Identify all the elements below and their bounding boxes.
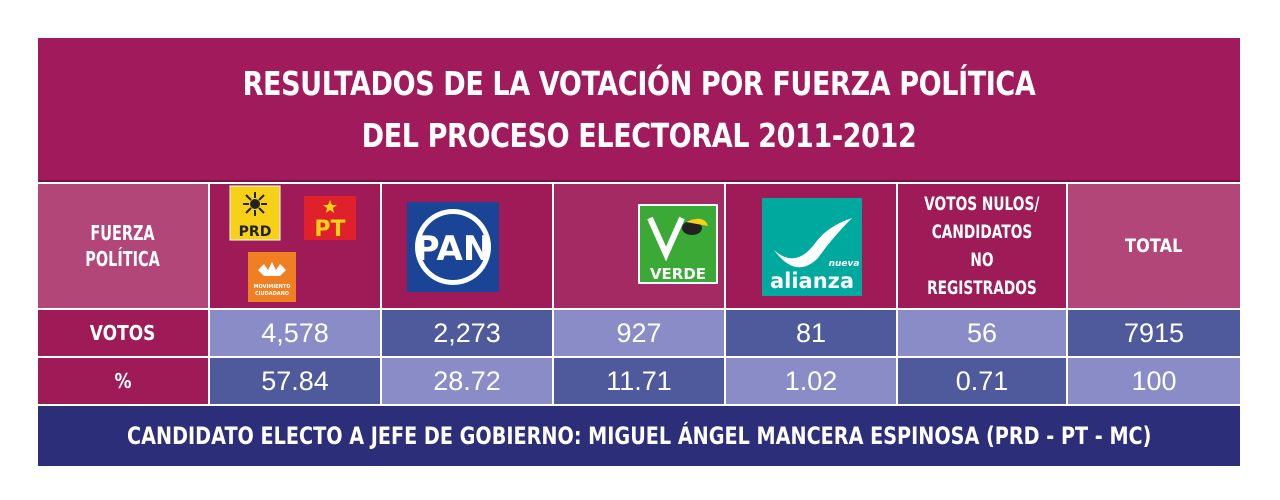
pct-pan: 28.72 xyxy=(382,358,552,404)
header-total: TOTAL xyxy=(1068,184,1240,308)
pan-logo: PAN xyxy=(407,202,499,292)
coalition-logo-group: PRD PT MOVIMIENTO CIUDADANO xyxy=(229,185,356,302)
verde-label: VERDE xyxy=(650,265,706,283)
pct-alianza: 1.02 xyxy=(726,358,896,404)
pct-total: 100 xyxy=(1068,358,1240,404)
votos-verde: 927 xyxy=(554,310,724,356)
votos-coalition: 4,578 xyxy=(210,310,380,356)
prd-logo: PRD xyxy=(229,185,281,241)
title-line-2: DEL PROCESO ELECTORAL 2011-2012 xyxy=(361,116,917,155)
mc-label-2: CIUDADANO xyxy=(255,291,289,297)
table-title: RESULTADOS DE LA VOTACIÓN POR FUERZA POL… xyxy=(38,38,1240,182)
votos-total: 7915 xyxy=(1068,310,1240,356)
movimiento-ciudadano-logo: MOVIMIENTO CIUDADANO xyxy=(248,252,296,302)
pan-label: PAN xyxy=(415,229,492,269)
fuerza-line-1: FUERZA xyxy=(90,221,156,245)
votos-nulos: 56 xyxy=(898,310,1066,356)
percent-label: % xyxy=(38,358,208,404)
pct-nulos: 0.71 xyxy=(898,358,1066,404)
elected-candidate-text: CANDIDATO ELECTO A JEFE DE GOBIERNO: MIG… xyxy=(126,422,1152,450)
votos-alianza: 81 xyxy=(726,310,896,356)
nueva-label: nueva xyxy=(829,259,860,269)
results-panel: RESULTADOS DE LA VOTACIÓN POR FUERZA POL… xyxy=(38,38,1240,466)
verde-logo: VERDE xyxy=(638,204,718,284)
elected-candidate-banner: CANDIDATO ELECTO A JEFE DE GOBIERNO: MIG… xyxy=(38,406,1240,466)
coalition-logos: PRD PT MOVIMIENTO CIUDADANO xyxy=(210,184,380,308)
total-label: TOTAL xyxy=(1125,235,1183,257)
prd-label: PRD xyxy=(239,224,272,240)
votos-pan: 2,273 xyxy=(382,310,552,356)
votos-label: VOTOS xyxy=(38,310,208,356)
nulos-line-2: CANDIDATOS NO xyxy=(931,221,1033,271)
pt-logo: PT xyxy=(304,196,356,242)
mc-label-1: MOVIMIENTO xyxy=(254,284,291,290)
pct-coalition: 57.84 xyxy=(210,358,380,404)
header-row: FUERZA POLÍTICA PRD xyxy=(38,184,1240,308)
votos-row: VOTOS 4,578 2,273 927 81 56 7915 xyxy=(38,310,1240,356)
alianza-label: alianza xyxy=(770,269,854,293)
fuerza-line-2: POLÍTICA xyxy=(85,247,161,271)
title-line-1: RESULTADOS DE LA VOTACIÓN POR FUERZA POL… xyxy=(242,64,1036,103)
pct-verde: 11.71 xyxy=(554,358,724,404)
header-fuerza-politica: FUERZA POLÍTICA xyxy=(38,184,208,308)
nueva-alianza-logo-cell: nueva alianza xyxy=(726,184,896,308)
pt-label: PT xyxy=(314,217,345,242)
header-votos-nulos: VOTOS NULOS/ CANDIDATOS NO REGISTRADOS xyxy=(898,184,1066,308)
nulos-line-3: REGISTRADOS xyxy=(927,277,1037,299)
percent-row: % 57.84 28.72 11.71 1.02 0.71 100 xyxy=(38,358,1240,404)
nulos-line-1: VOTOS NULOS/ xyxy=(924,193,1040,215)
nueva-alianza-logo: nueva alianza xyxy=(762,198,862,296)
pan-logo-cell: PAN xyxy=(382,184,552,308)
verde-logo-cell: VERDE xyxy=(554,184,724,308)
